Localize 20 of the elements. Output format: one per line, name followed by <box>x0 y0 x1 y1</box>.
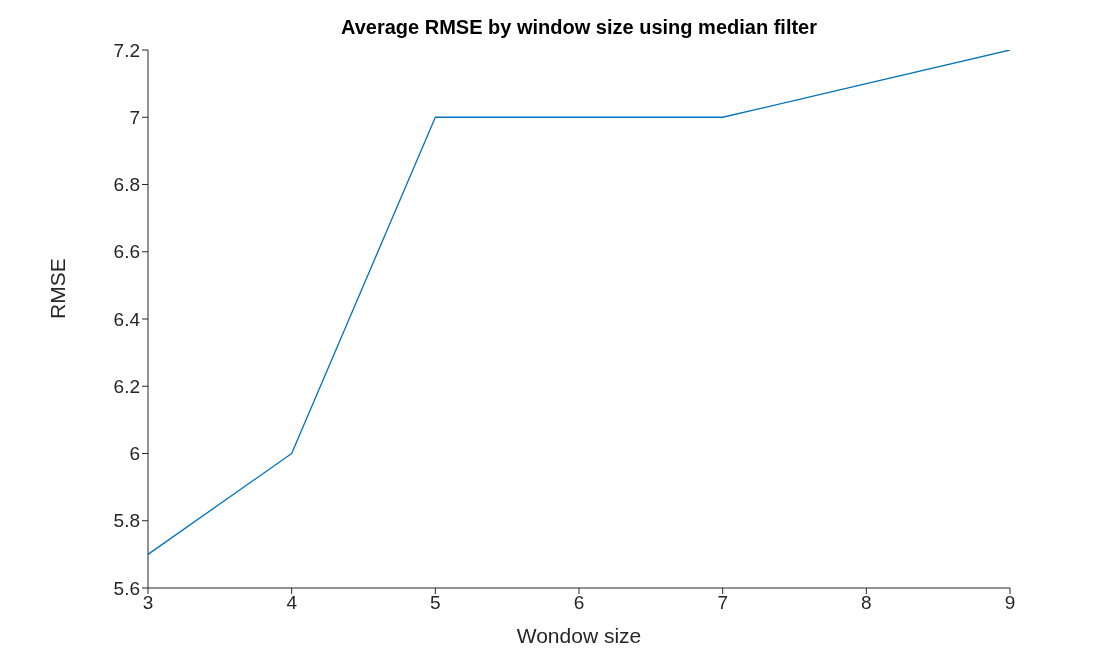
y-tick-label: 6.2 <box>113 375 140 397</box>
y-axis-title: RMSE <box>46 258 70 319</box>
x-tick-label: 9 <box>1004 592 1016 614</box>
y-tick-label: 6 <box>129 443 140 465</box>
y-tick-label: 6.6 <box>113 241 140 263</box>
y-tick-label: 7 <box>129 107 140 128</box>
x-tick-label: 6 <box>573 592 585 614</box>
y-tick-label: 6.4 <box>113 308 141 330</box>
y-tick-label: 7.2 <box>113 39 140 61</box>
y-tick-label: 5.8 <box>113 510 140 532</box>
chart-title: Average RMSE by window size using median filter <box>340 16 818 39</box>
line-series <box>148 50 1010 556</box>
x-tick-label: 4 <box>286 592 298 614</box>
x-tick-label: 5 <box>430 592 441 614</box>
y-tick-label: 6.8 <box>113 174 140 196</box>
x-tick-label: 8 <box>861 592 872 614</box>
x-tick-label: 7 <box>717 592 728 614</box>
x-axis-title: Wondow size <box>516 624 642 647</box>
y-tick-label: 5.6 <box>113 577 140 599</box>
x-tick-label: 3 <box>142 592 154 614</box>
